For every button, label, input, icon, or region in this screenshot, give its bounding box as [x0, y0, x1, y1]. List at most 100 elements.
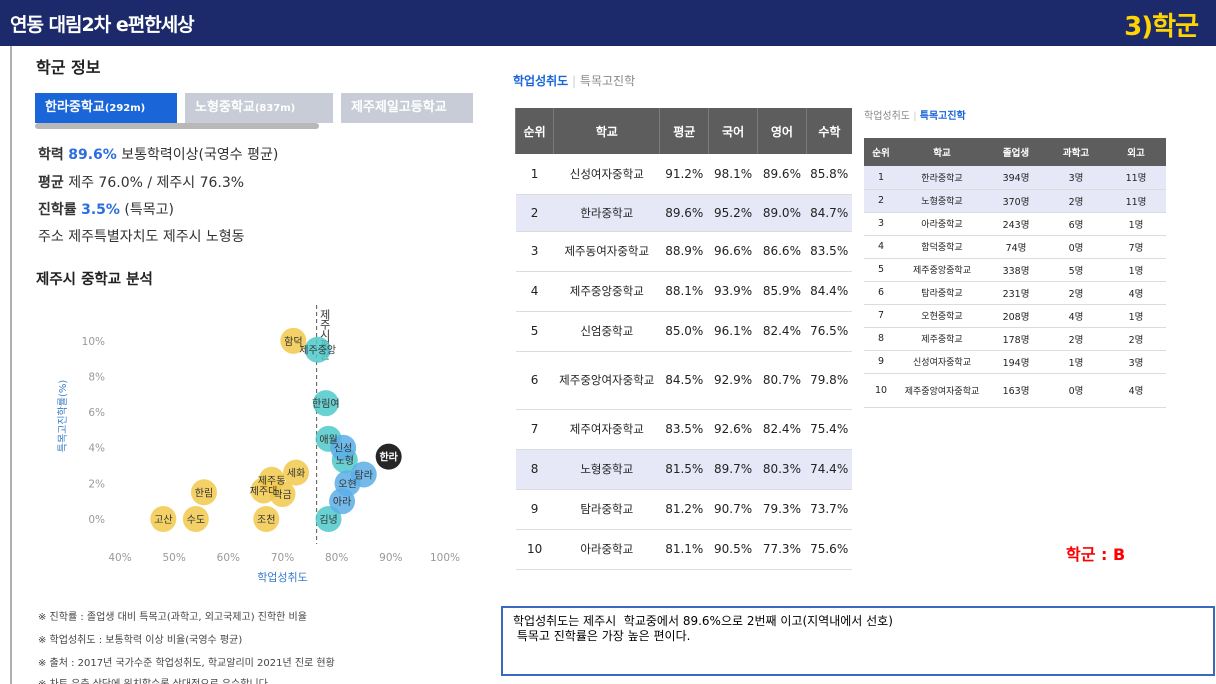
table-cell: 2	[864, 189, 898, 213]
tabs-scrollbar[interactable]	[35, 123, 319, 129]
table-cell: 338명	[986, 258, 1046, 282]
table-cell: 74명	[986, 235, 1046, 259]
table-cell: 9	[864, 350, 898, 374]
table-cell: 243명	[986, 212, 1046, 236]
table-cell: 88.1%	[659, 271, 709, 312]
data-point-label: 제주대	[250, 485, 278, 497]
average-label: 평균	[38, 175, 64, 191]
table-row: 2 한라중학교 89.6% 95.2% 89.0% 84.7%	[515, 194, 852, 232]
data-point	[350, 461, 377, 488]
tab-academic[interactable]: 학업성취도	[864, 111, 910, 122]
table-cell: 제주중앙중학교	[553, 271, 660, 312]
data-point-label: 한림	[195, 487, 213, 499]
col-graduates: 졸업생	[986, 138, 1046, 166]
table-cell: 4명	[1046, 304, 1106, 328]
x-tick-label: 100%	[430, 552, 460, 564]
table-cell: 오현중학교	[898, 304, 986, 328]
table-cell: 함덕중학교	[898, 235, 986, 259]
data-point-label: 곽금	[273, 489, 291, 501]
academic-value: 89.6%	[68, 147, 117, 163]
data-point	[329, 488, 356, 515]
table-cell: 88.9%	[659, 231, 709, 272]
table-row: 5 제주중앙중학교 338명 5명 1명	[864, 258, 1166, 282]
table-row: 2 노형중학교 370명 2명 11명	[864, 189, 1166, 213]
col-english: 영어	[757, 108, 807, 154]
table-cell: 7	[864, 304, 898, 328]
data-point-label: 제주중앙	[299, 345, 336, 357]
table-cell: 2명	[1046, 189, 1106, 213]
table-cell: 394명	[986, 166, 1046, 190]
table-header-row: 순위 학교 평균 국어 영어 수학	[514, 108, 852, 154]
table-cell: 163명	[986, 373, 1046, 408]
data-point-label: 한림여	[312, 398, 340, 410]
table-cell: 90.7%	[708, 489, 758, 530]
academic-table-body: 1 신성여자중학교 91.2% 98.1% 89.6% 85.8% 2 한라중학교 89.6% 9…	[515, 154, 852, 570]
col-korean: 국어	[708, 108, 758, 154]
tab-school-2[interactable]: 노형중학교(837m)	[185, 93, 333, 123]
table-cell: 82.4%	[757, 409, 807, 450]
table-row: 10 제주중앙여자중학교 163명 0명 4명	[864, 373, 1166, 408]
section-label: 3)학군	[1124, 12, 1199, 42]
tab-special-school[interactable]: 특목고진학	[919, 111, 966, 122]
table-cell: 83.5%	[659, 409, 709, 450]
table-cell: 84.4%	[806, 271, 852, 312]
table-cell: 75.4%	[806, 409, 852, 450]
table-cell: 81.2%	[659, 489, 709, 530]
table-cell: 86.6%	[757, 231, 807, 272]
table-cell: 신엄중학교	[553, 311, 660, 352]
tab-academic[interactable]: 학업성취도	[513, 74, 569, 88]
tab-school-3[interactable]: 제주제일고등학교	[341, 93, 473, 123]
school-tabs: 한라중학교(292m) 노형중학교(837m) 제주제일고등학교	[35, 93, 473, 125]
x-axis-ticks: 40% 50% 60% 70% 80% 90% 100%	[108, 552, 460, 564]
analysis-title: 제주시 중학교 분석	[36, 272, 153, 288]
table-cell: 96.1%	[708, 311, 758, 352]
y-tick-label: 8%	[88, 371, 105, 383]
table-cell: 6	[864, 281, 898, 305]
col-rank: 순위	[864, 138, 898, 166]
table-cell: 7명	[1106, 235, 1166, 259]
x-axis-label: 학업성취도	[257, 571, 308, 584]
table-cell: 73.7%	[806, 489, 852, 530]
x-tick-label: 50%	[162, 552, 185, 564]
tab-school-1[interactable]: 한라중학교(292m)	[35, 93, 177, 123]
table-row: 9 탐라중학교 81.2% 90.7% 79.3% 73.7%	[515, 489, 852, 530]
data-point	[190, 479, 217, 506]
table-cell: 1명	[1106, 212, 1166, 236]
data-point	[269, 481, 296, 508]
col-science: 과학고	[1046, 138, 1106, 166]
table-cell: 93.9%	[708, 271, 758, 312]
table-cell: 3명	[1046, 166, 1106, 190]
table-cell: 한라중학교	[898, 166, 986, 190]
note-2: ※ 학업성취도 : 보통학력 이상 비율(국영수 평균)	[38, 635, 243, 646]
table-row: 3 제주동여자중학교 88.9% 96.6% 86.6% 83.5%	[515, 231, 852, 272]
y-tick-label: 6%	[88, 407, 105, 419]
table-cell: 제주동여자중학교	[553, 231, 660, 272]
table-cell: 96.6%	[708, 231, 758, 272]
table-row: 6 탐라중학교 231명 2명 4명	[864, 281, 1166, 305]
table-cell: 1명	[1106, 258, 1166, 282]
table-cell: 92.6%	[708, 409, 758, 450]
table-cell: 85.8%	[806, 154, 852, 195]
tab-school-name: 제주제일고등학교	[351, 100, 447, 115]
table-cell: 제주중학교	[898, 327, 986, 351]
data-point	[150, 506, 177, 532]
table-row: 7 오현중학교 208명 4명 1명	[864, 304, 1166, 328]
table-cell: 1	[864, 166, 898, 190]
table-cell: 7	[515, 409, 554, 450]
y-tick-label: 0%	[88, 514, 105, 526]
tab-special-school[interactable]: 특목고진학	[579, 74, 636, 88]
table-cell: 신성여자중학교	[553, 154, 660, 195]
data-point-label: 노형	[336, 455, 354, 467]
data-point	[304, 336, 331, 363]
academic-row: 학력 89.6% 보통학력이상(국영수 평균)	[38, 144, 278, 164]
note-3: ※ 출처 : 2017년 국가수준 학업성취도, 학교알리미 2021년 진로 …	[38, 658, 335, 669]
data-point-label: 신성	[334, 443, 352, 455]
table-cell: 제주중앙여자중학교	[898, 373, 986, 408]
table-cell: 0명	[1046, 235, 1106, 259]
address-row: 주소 제주특별자치도 제주시 노형동	[38, 226, 245, 246]
table-cell: 208명	[986, 304, 1046, 328]
table-row: 6 제주중앙여자중학교 84.5% 92.9% 80.7% 79.8%	[515, 351, 852, 410]
note-4: ※ 차트 우측 상단에 위치할수록 상대적으로 우수합니다	[38, 675, 268, 684]
table-cell: 75.6%	[806, 529, 852, 570]
data-point-label: 제주동	[258, 475, 286, 487]
